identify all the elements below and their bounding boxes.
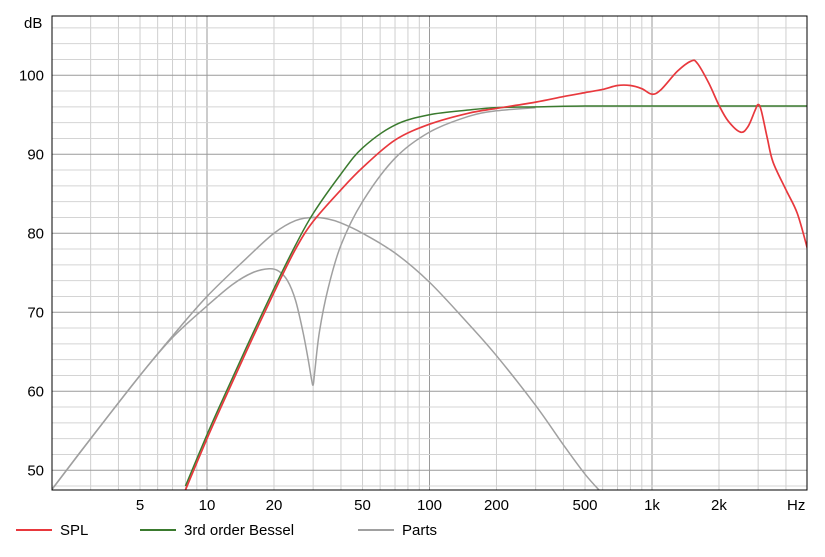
- legend-item-spl: SPL: [16, 518, 88, 542]
- chart-svg: 50 60 70 80 90 100 5 10 20 50 100 200 500 1k 2k dB Hz: [19, 15, 808, 514]
- x-tick-label: 50: [354, 497, 371, 514]
- x-tick-label: 20: [266, 497, 283, 514]
- legend-swatch-spl: [16, 529, 52, 531]
- parts-curve-woofer: [52, 216, 601, 490]
- legend-label-parts: Parts: [402, 521, 438, 539]
- parts-curve-port: [52, 106, 536, 490]
- bessel-curve: [184, 105, 807, 487]
- x-tick-label: 200: [484, 497, 509, 514]
- legend-label-bessel: 3rd order Bessel: [184, 521, 295, 539]
- y-tick-label: 80: [27, 225, 44, 242]
- y-unit-label: dB: [24, 15, 42, 32]
- grid-layer: [52, 16, 807, 490]
- x-tick-label: 500: [573, 497, 598, 514]
- legend-item-parts: Parts: [358, 518, 437, 542]
- y-tick-label: 90: [27, 146, 44, 163]
- legend-item-bessel: 3rd order Bessel: [140, 518, 294, 542]
- legend-swatch-parts: [358, 529, 394, 531]
- series-layer: [52, 59, 807, 490]
- x-unit-label: Hz: [787, 497, 805, 514]
- x-tick-label: 1k: [644, 497, 660, 514]
- x-tick-label: 2k: [711, 497, 727, 514]
- legend: SPL 3rd order Bessel Parts: [0, 518, 825, 548]
- legend-label-spl: SPL: [60, 521, 89, 539]
- spl-curve: [184, 59, 807, 490]
- y-tick-label: 60: [27, 383, 44, 400]
- y-tick-label: 50: [27, 462, 44, 479]
- y-tick-label: 100: [19, 67, 44, 84]
- legend-swatch-bessel: [140, 529, 176, 531]
- x-tick-label: 10: [199, 497, 216, 514]
- tick-labels: 50 60 70 80 90 100 5 10 20 50 100 200 500 1k 2k: [19, 67, 727, 514]
- y-tick-label: 70: [27, 304, 44, 321]
- plot-frame: [51, 15, 808, 491]
- x-tick-label: 5: [136, 497, 144, 514]
- x-tick-label: 100: [417, 497, 442, 514]
